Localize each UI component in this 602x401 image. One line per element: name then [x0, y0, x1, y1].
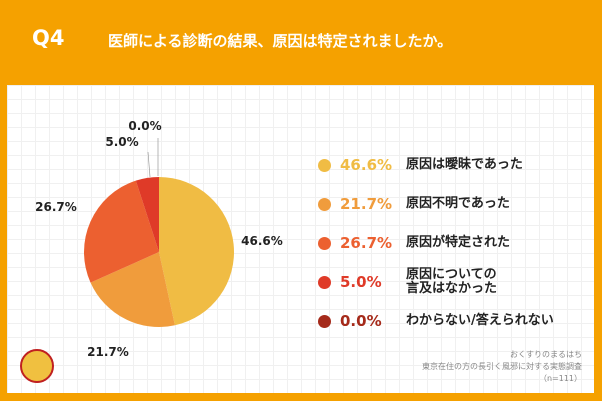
chart-title: 医師による診断の結果、原因は特定されましたか。 [108, 32, 453, 50]
legend-percent: 0.0% [340, 312, 382, 330]
footer: おくすりのまるはち 東京在住の方の長引く風邪に対する実態調査 （n=111） [422, 349, 582, 385]
pie-slice [159, 177, 235, 326]
legend-percent: 46.6% [340, 156, 393, 174]
data-label: 5.0% [105, 135, 138, 149]
legend-swatch [318, 314, 331, 328]
legend-label: 原因についての 言及はなかった [406, 267, 498, 296]
legend-item: 21.7% 原因不明であった [318, 189, 596, 219]
legend-item: 46.6% 原因は曖昧であった [318, 150, 596, 180]
logo [20, 349, 54, 383]
pie-slice [135, 177, 159, 252]
sample-size: （n=111） [538, 374, 582, 383]
legend-percent: 21.7% [340, 195, 393, 213]
legend-swatch [318, 236, 331, 250]
data-label: 21.7% [87, 345, 129, 359]
data-label: 0.0% [128, 119, 161, 133]
legend-swatch [318, 158, 331, 172]
survey-name: 東京在住の方の長引く風邪に対する実態調査 [422, 362, 582, 371]
legend-label: 原因が特定された [406, 235, 511, 250]
legend-label: わからない/答えられない [406, 313, 554, 328]
legend-item: 0.0% わからない/答えられない [318, 306, 596, 336]
data-label: 46.6% [241, 234, 283, 248]
legend-percent: 5.0% [340, 273, 382, 291]
legend-label: 原因不明であった [406, 196, 510, 211]
data-label: 26.7% [35, 200, 77, 214]
legend-item: 26.7% 原因が特定された [318, 228, 596, 258]
legend-swatch [318, 275, 331, 289]
source: おくすりのまるはち [510, 350, 582, 359]
leader-line [147, 151, 151, 178]
pie-slice [90, 252, 175, 327]
legend-percent: 26.7% [340, 234, 393, 252]
legend-label: 原因は曖昧であった [406, 157, 523, 172]
legend-swatch [318, 197, 331, 211]
pie-slice [84, 180, 159, 283]
legend-item: 5.0% 原因についての 言及はなかった [318, 267, 596, 297]
question-number: Q4 [32, 26, 65, 50]
